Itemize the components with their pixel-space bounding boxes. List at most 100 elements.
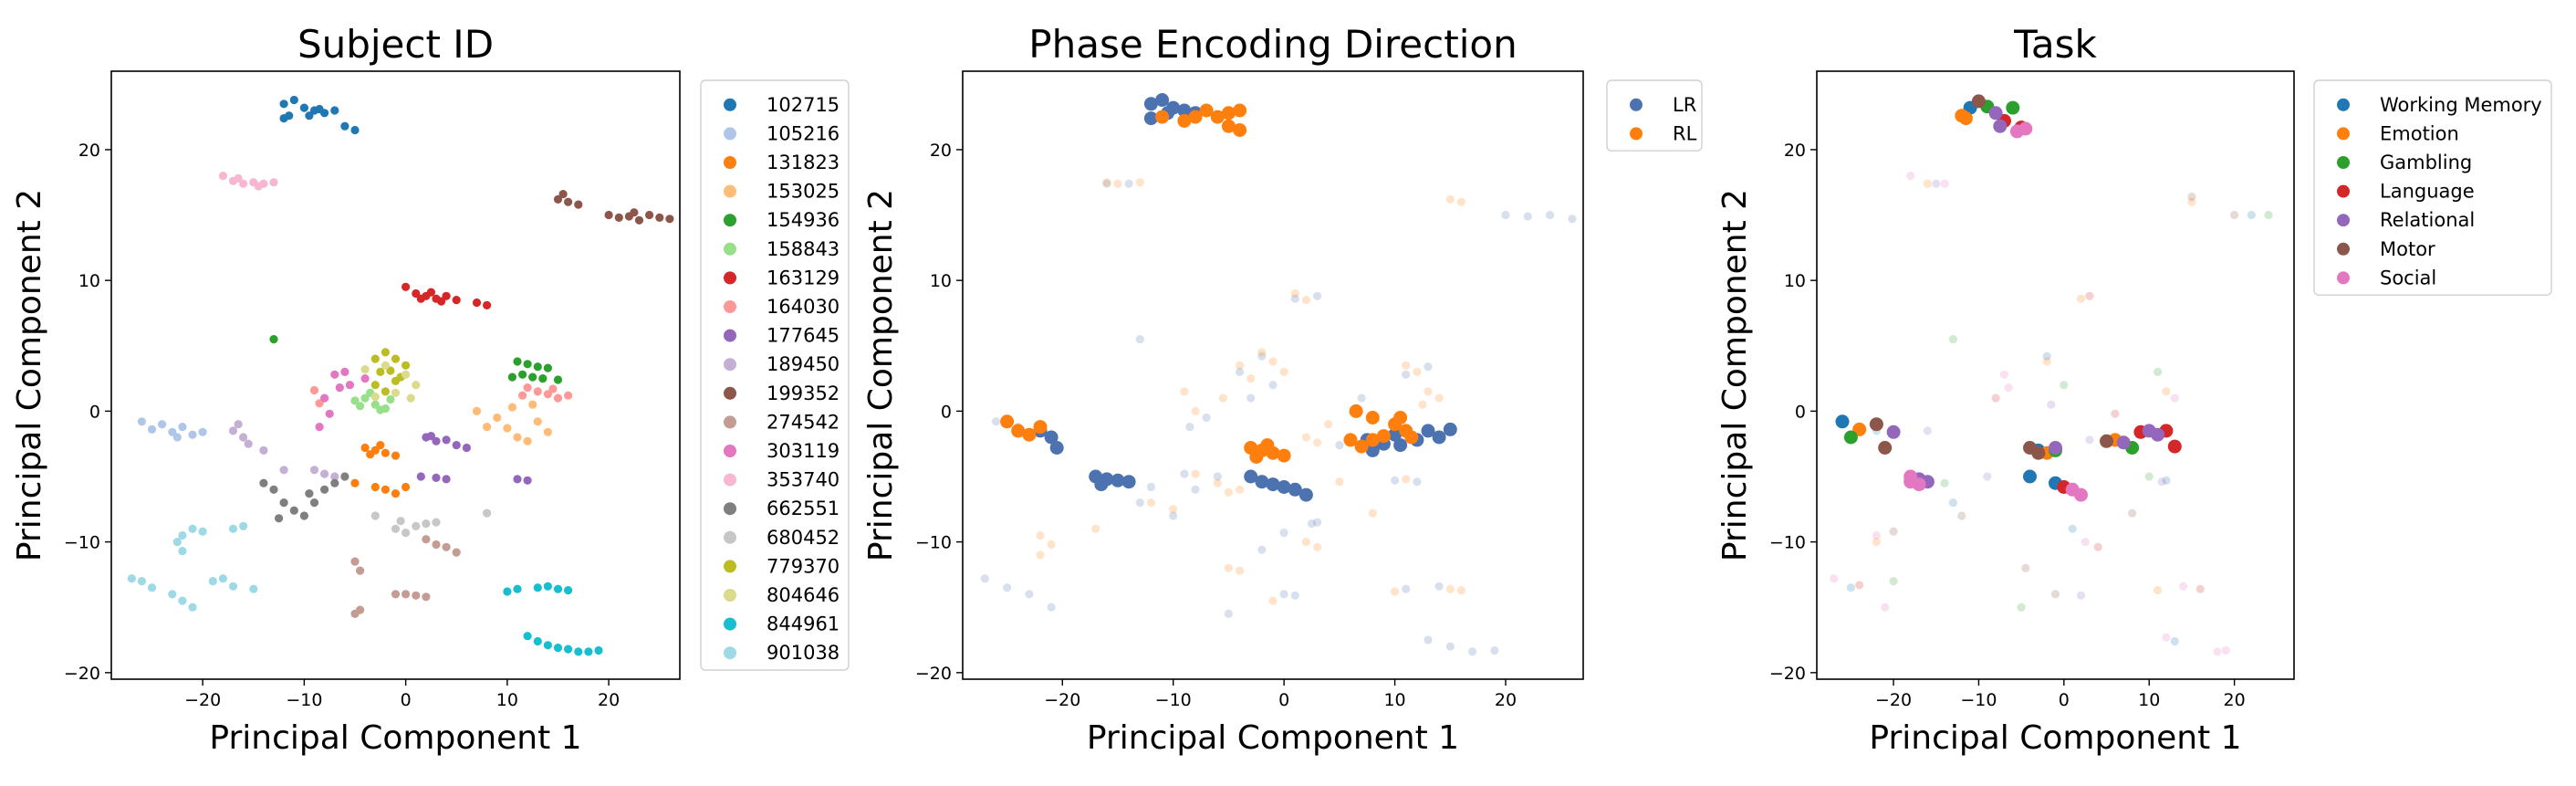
data-point-faint — [1830, 574, 1839, 583]
legend-label: 158843 — [767, 238, 840, 260]
data-point-faint — [1224, 609, 1233, 619]
data-point — [533, 387, 542, 396]
data-point-faint — [2213, 647, 2222, 656]
data-point — [309, 385, 319, 395]
data-point — [1244, 469, 1258, 484]
data-point — [513, 475, 522, 484]
x-tick-label: 10 — [496, 690, 518, 710]
data-point-faint — [2187, 192, 2196, 202]
chart-panel: −20 −10 0 10 20 −20 −10 0 10 20 Phase Encoding Dir… — [862, 22, 1703, 757]
data-point — [228, 582, 238, 591]
data-point — [518, 370, 527, 379]
x-tick-label: 20 — [598, 690, 620, 710]
data-point — [386, 366, 395, 375]
data-point — [523, 476, 532, 485]
data-point — [432, 540, 441, 550]
data-point — [370, 381, 380, 390]
data-point — [1432, 430, 1446, 445]
y-tick-label: 0 — [89, 402, 100, 422]
data-point-faint — [1301, 296, 1310, 305]
data-point — [299, 511, 308, 520]
data-point — [1000, 414, 1015, 429]
data-point — [523, 632, 532, 641]
legend-marker — [724, 560, 736, 573]
data-point-faint — [2154, 586, 2163, 595]
data-point-faint — [1180, 387, 1189, 396]
data-point — [402, 282, 411, 291]
data-point — [493, 413, 502, 423]
data-point — [178, 596, 187, 605]
data-point-faint — [2162, 476, 2171, 485]
legend-marker — [724, 184, 736, 198]
y-tick-label: 20 — [930, 141, 952, 161]
data-point-faint — [1124, 179, 1133, 188]
data-point — [350, 478, 360, 487]
data-point — [198, 527, 207, 536]
data-point — [239, 433, 248, 442]
data-point — [1354, 439, 1369, 454]
data-point — [320, 469, 329, 478]
data-point — [279, 498, 288, 508]
data-point-faint — [1246, 393, 1256, 403]
x-axis-label: Principal Component 1 — [1087, 719, 1459, 757]
data-point — [1421, 424, 1435, 438]
x-axis-label: Principal Component 1 — [209, 719, 581, 757]
data-point — [315, 423, 324, 432]
data-point — [1388, 427, 1403, 442]
data-point-faint — [1224, 487, 1233, 497]
x-tick-label: −20 — [184, 690, 221, 710]
data-point-faint — [1445, 194, 1455, 204]
data-point — [234, 420, 243, 429]
data-point-faint — [1091, 524, 1100, 533]
data-point-faint — [2170, 636, 2179, 646]
plot-frame — [962, 70, 1584, 680]
data-points — [127, 95, 674, 656]
data-point-faint — [2093, 542, 2102, 551]
y-tick-label: −20 — [1769, 664, 1806, 684]
data-point-faint — [2154, 367, 2163, 376]
data-point — [370, 482, 380, 492]
data-point-faint — [1881, 603, 1890, 612]
data-point — [416, 472, 425, 481]
data-point — [1011, 424, 1026, 438]
data-point — [1143, 111, 1158, 126]
data-point — [315, 104, 324, 114]
y-tick-label: −20 — [915, 664, 952, 684]
legend-label: 177645 — [767, 325, 840, 347]
data-point-faint — [1191, 485, 1200, 494]
data-point — [1886, 424, 1901, 439]
data-point — [2116, 435, 2131, 450]
legend: LR RL — [1606, 79, 1703, 152]
data-point — [1393, 411, 1408, 424]
data-point-faint — [2195, 584, 2205, 593]
y-tick-label: 10 — [1784, 271, 1806, 291]
data-point-faint — [1932, 179, 1941, 188]
data-point-faint — [1257, 348, 1267, 357]
data-point-faint — [1983, 472, 1992, 481]
data-point-faint — [1191, 469, 1200, 478]
data-point — [1094, 477, 1109, 492]
legend-label: RL — [1673, 122, 1697, 144]
data-point — [309, 466, 319, 475]
data-point — [503, 424, 512, 433]
data-point — [168, 590, 177, 599]
data-point — [558, 190, 568, 199]
data-point — [228, 426, 238, 435]
data-point — [426, 288, 435, 297]
data-point — [330, 478, 339, 487]
legend: 102715 105216 131823 153025 154936 158843 1631… — [700, 79, 850, 671]
data-point-faint — [1146, 498, 1155, 508]
data-point — [1277, 480, 1291, 494]
data-point — [533, 417, 542, 426]
data-point — [402, 529, 411, 538]
data-point — [507, 372, 517, 382]
data-point-faint — [1113, 179, 1122, 188]
y-axis-label: Principal Component 2 — [11, 189, 48, 561]
data-point-faint — [1523, 212, 1532, 221]
legend-label: 131823 — [767, 152, 840, 173]
plot-frame — [1816, 70, 2295, 680]
data-point — [188, 603, 197, 612]
data-point — [432, 518, 441, 527]
data-point — [269, 485, 278, 494]
data-point — [1288, 482, 1302, 497]
